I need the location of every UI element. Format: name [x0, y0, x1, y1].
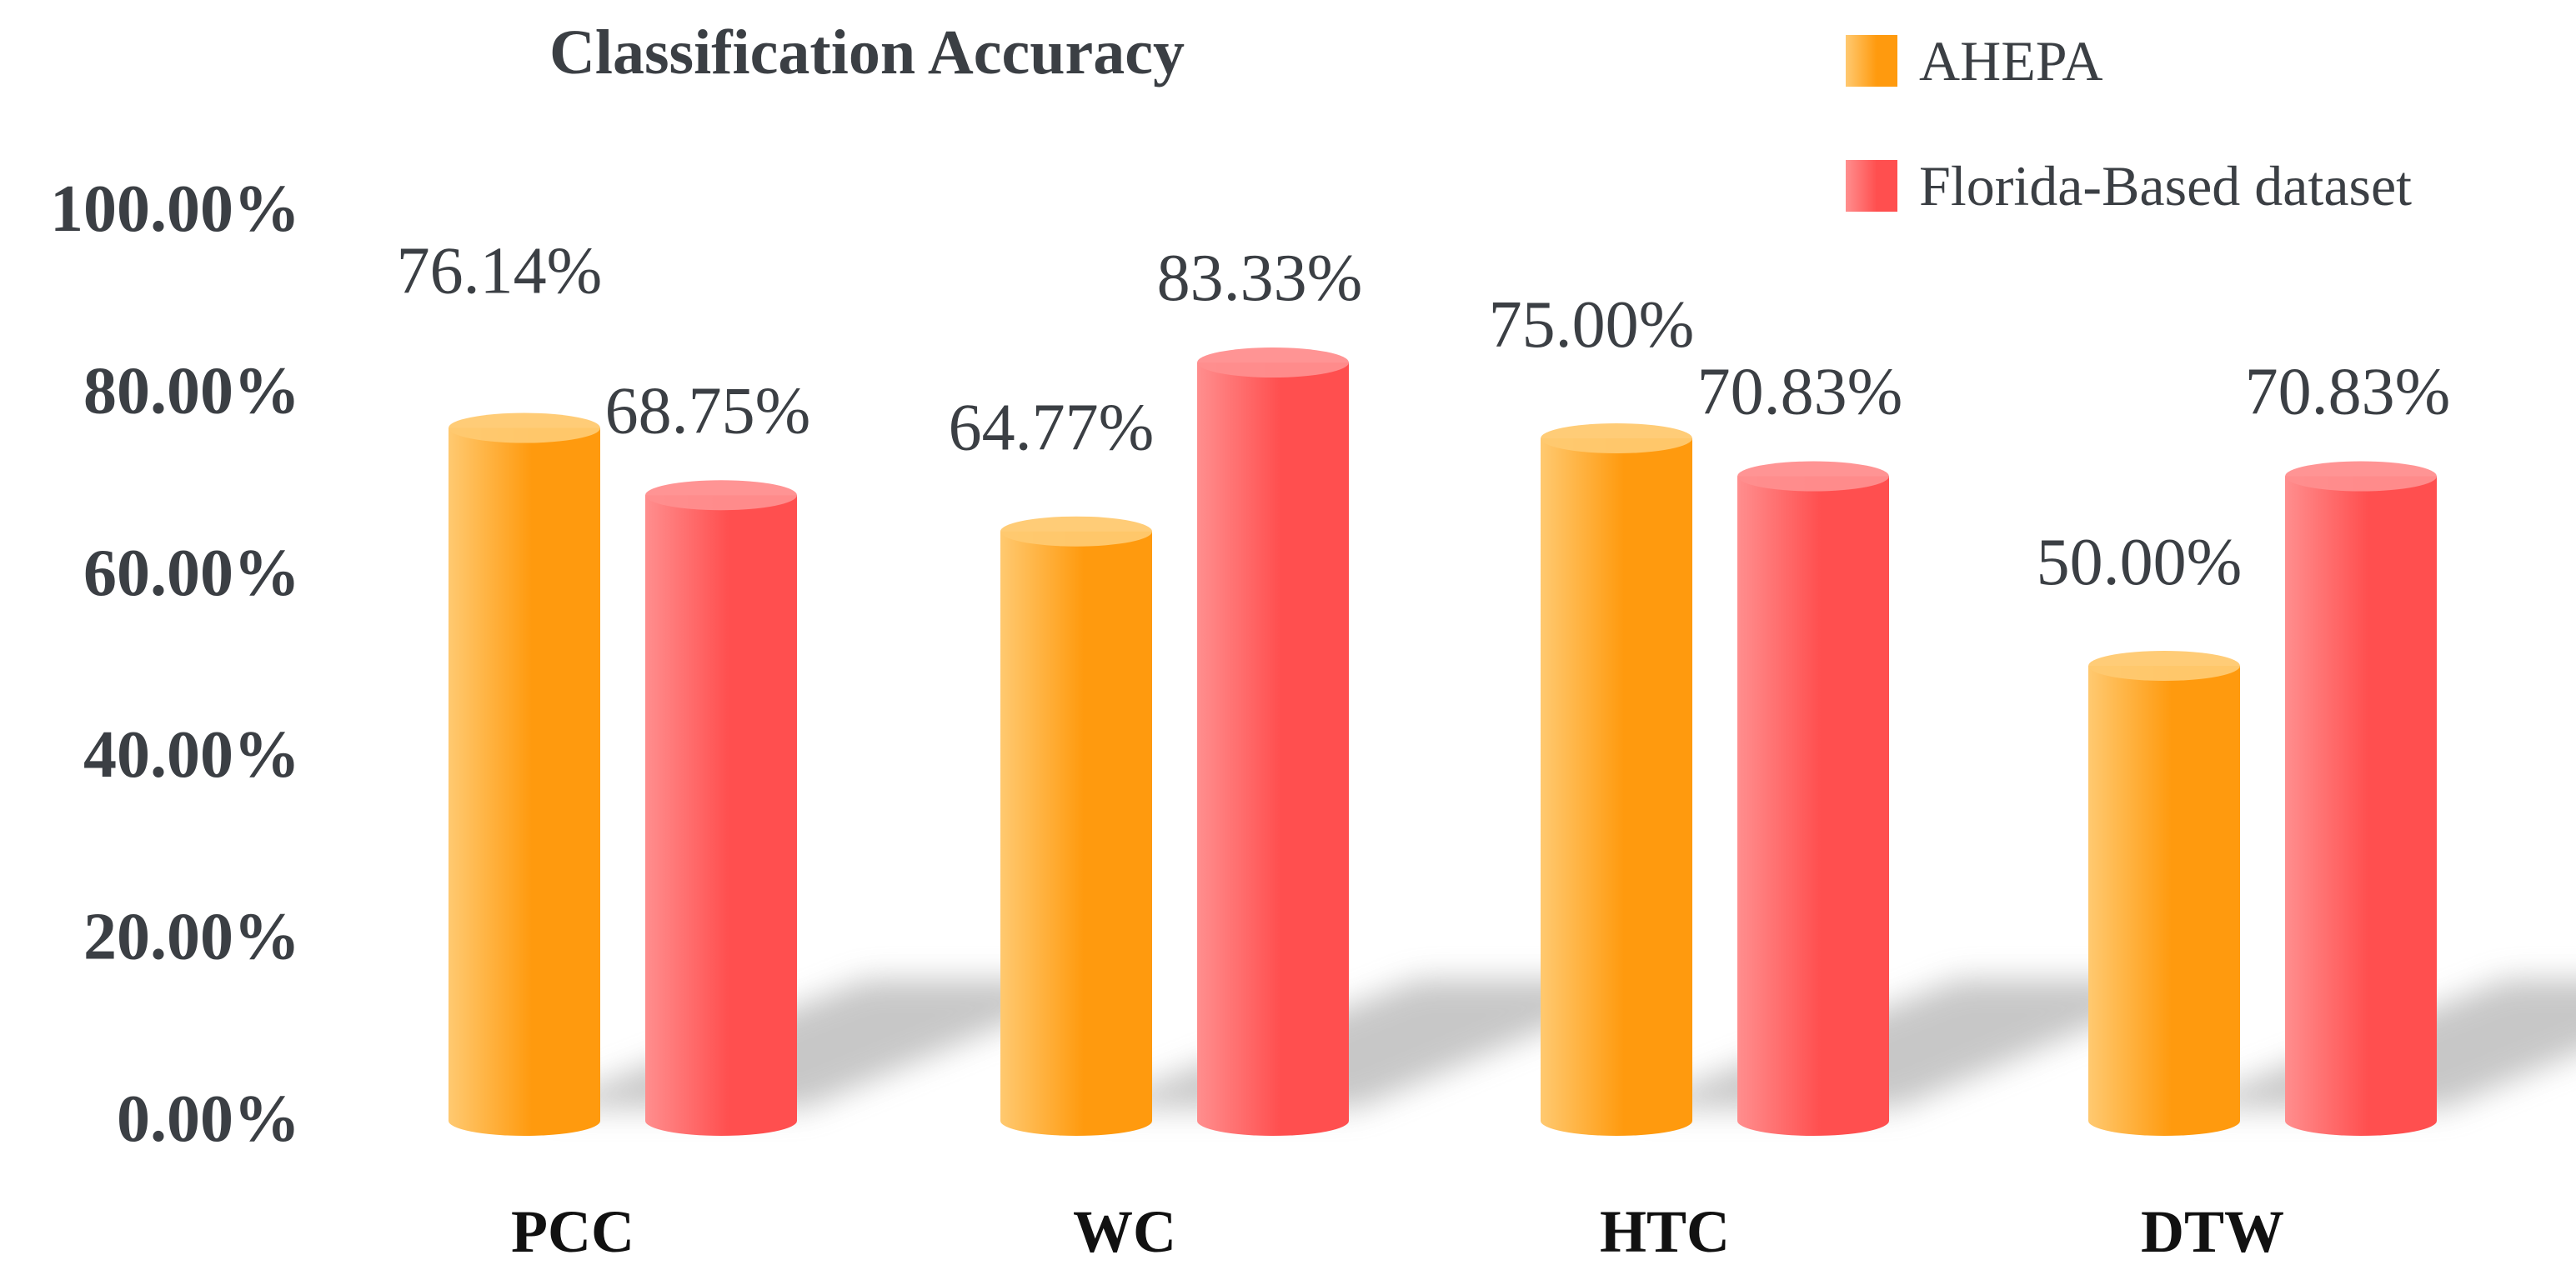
y-axis-ticks: 0.00% 20.00% 40.00% 60.00% 80.00% 100.00%	[50, 172, 300, 1156]
data-label: 64.77%	[949, 392, 1155, 465]
chart-title: Classification Accuracy	[549, 18, 1185, 88]
legend-item-ahepa: AHEPA	[1846, 29, 2102, 92]
data-label: 75.00%	[1489, 288, 1695, 362]
bar-body	[1197, 362, 1349, 1137]
legend-item-florida-based-dataset: Florida-Based dataset	[1846, 154, 2412, 218]
bar-top-cap	[2088, 651, 2240, 681]
bar-body	[1000, 531, 1152, 1136]
y-tick-label: 40.00%	[83, 718, 300, 792]
x-category-label: WC	[1073, 1198, 1176, 1265]
bar-top-cap	[1541, 423, 1692, 453]
y-tick-label: 80.00%	[83, 354, 300, 428]
bar-body	[1541, 438, 1692, 1136]
data-label: 83.33%	[1157, 242, 1363, 315]
legend: AHEPA Florida-Based dataset	[1846, 29, 2412, 218]
bar-top-cap	[1737, 461, 1889, 492]
bar-wc-ahepa	[1000, 516, 1152, 1136]
data-label: 68.75%	[605, 374, 811, 448]
x-category-label: DTW	[2141, 1198, 2284, 1265]
bars	[449, 348, 2437, 1137]
legend-swatch	[1846, 160, 1897, 212]
bar-dtw-florida-based-dataset	[2285, 461, 2437, 1136]
bar-body	[2285, 476, 2437, 1136]
bar-top-cap	[1000, 516, 1152, 547]
bar-top-cap	[2285, 461, 2437, 492]
bar-top-cap	[1197, 348, 1349, 378]
bar-wc-florida-based-dataset	[1197, 348, 1349, 1137]
x-category-label: PCC	[511, 1198, 634, 1265]
data-label: 70.83%	[2245, 356, 2451, 429]
bar-top-cap	[449, 412, 600, 443]
bar-body	[1737, 476, 1889, 1136]
x-category-label: HTC	[1600, 1198, 1730, 1265]
data-label: 76.14%	[397, 235, 603, 308]
bar-body	[645, 495, 797, 1136]
y-tick-label: 0.00%	[117, 1082, 300, 1156]
y-tick-label: 20.00%	[83, 901, 300, 974]
bar-top-cap	[645, 480, 797, 511]
data-label: 50.00%	[2037, 526, 2243, 599]
bar-dtw-ahepa	[2088, 651, 2240, 1136]
x-axis-categories: PCC WC HTC DTW	[511, 1198, 2284, 1265]
bar-htc-ahepa	[1541, 423, 1692, 1136]
y-tick-label: 60.00%	[83, 537, 300, 610]
bar-pcc-ahepa	[449, 412, 600, 1136]
bar-body	[2088, 666, 2240, 1136]
y-tick-label: 100.00%	[50, 172, 300, 246]
legend-label: AHEPA	[1919, 29, 2102, 92]
bar-body	[449, 428, 600, 1136]
bar-htc-florida-based-dataset	[1737, 461, 1889, 1136]
data-label: 70.83%	[1697, 356, 1903, 429]
legend-swatch	[1846, 35, 1897, 87]
bar-pcc-florida-based-dataset	[645, 480, 797, 1136]
legend-label: Florida-Based dataset	[1919, 154, 2412, 218]
data-labels: 76.14%68.75% 64.77%83.33%75.00%70.83%50.0…	[397, 235, 2451, 599]
